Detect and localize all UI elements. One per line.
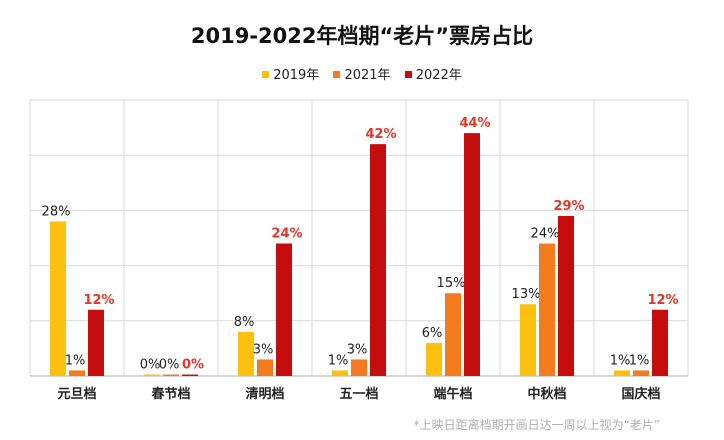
data-label: 24% (531, 227, 560, 242)
data-label: 44% (459, 116, 490, 131)
legend-item-2021: 2021年 (333, 64, 391, 83)
bar (426, 342, 442, 376)
bar (370, 144, 386, 376)
legend-label-2022: 2022年 (415, 68, 462, 83)
data-label: 8% (234, 315, 255, 330)
legend-item-2022: 2022年 (404, 64, 462, 83)
data-label: 0% (182, 358, 204, 373)
data-label: 12% (647, 293, 678, 308)
bar (520, 304, 536, 376)
data-label: 3% (347, 342, 368, 357)
bar (238, 331, 254, 376)
bar (633, 370, 649, 376)
x-tick-label: 中秋档 (527, 386, 566, 402)
bar (163, 374, 179, 376)
bar (614, 370, 630, 376)
data-label: 1% (610, 353, 631, 368)
data-label: 0% (159, 358, 180, 373)
bar (144, 374, 160, 376)
legend-label-2021: 2021年 (344, 68, 391, 83)
bar (182, 374, 198, 376)
bar (351, 359, 367, 376)
legend-label-2019: 2019年 (273, 68, 320, 83)
x-tick-label: 端午档 (433, 386, 472, 402)
x-tick-label: 春节档 (150, 386, 190, 402)
bar (276, 243, 292, 376)
bar (88, 309, 104, 376)
bar (50, 221, 66, 376)
data-label: 12% (83, 293, 114, 308)
data-label: 1% (65, 353, 86, 368)
data-label: 29% (553, 199, 584, 214)
data-label: 0% (140, 358, 161, 373)
data-label: 28% (42, 204, 71, 219)
legend-swatch-2022 (404, 71, 412, 78)
data-label: 6% (422, 326, 443, 341)
legend-swatch-2019 (262, 71, 270, 78)
bar (558, 215, 574, 376)
x-tick-label: 五一档 (339, 386, 378, 402)
data-label: 42% (365, 127, 396, 142)
bar (539, 243, 555, 376)
bar (445, 293, 461, 376)
x-tick-label: 清明档 (245, 386, 284, 402)
legend: 2019年 2021年 2022年 (0, 64, 724, 83)
x-tick-label: 元旦档 (57, 386, 96, 402)
bar (464, 133, 480, 376)
data-label: 1% (629, 353, 650, 368)
legend-item-2019: 2019年 (262, 64, 319, 83)
bar (69, 370, 85, 376)
legend-swatch-2021 (333, 71, 341, 78)
bar (652, 309, 668, 376)
data-label: 13% (512, 287, 541, 302)
data-label: 3% (253, 342, 274, 357)
bar (332, 370, 348, 376)
data-label: 24% (271, 227, 302, 242)
footnote: *上映日距离档期开画日达一周以上视为“老片” (413, 418, 660, 432)
x-tick-label: 国庆档 (621, 386, 660, 402)
data-label: 1% (328, 353, 349, 368)
chart-title: 2019-2022年档期“老片”票房占比 (190, 24, 534, 48)
bar (257, 359, 273, 376)
data-label: 15% (437, 276, 466, 291)
